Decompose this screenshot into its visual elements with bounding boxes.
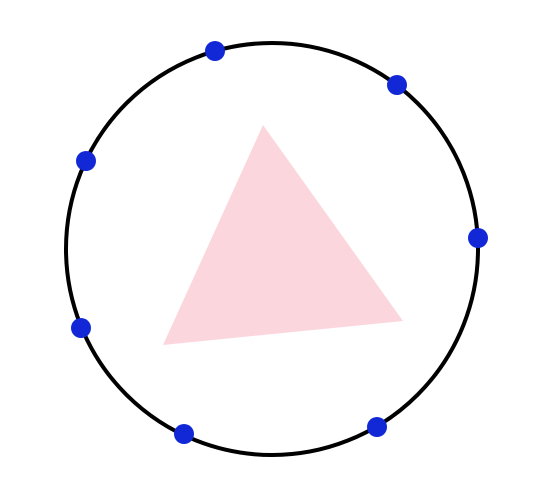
- circle-point: [174, 424, 194, 444]
- circle-point: [468, 228, 488, 248]
- circle-point: [387, 75, 407, 95]
- circle-points-layer: [71, 41, 488, 444]
- circle-point: [367, 417, 387, 437]
- circle-point: [205, 41, 225, 61]
- outer-circle: [64, 41, 480, 457]
- pink-triangle: [163, 125, 403, 345]
- circle-point: [71, 318, 91, 338]
- circle-point: [76, 151, 96, 171]
